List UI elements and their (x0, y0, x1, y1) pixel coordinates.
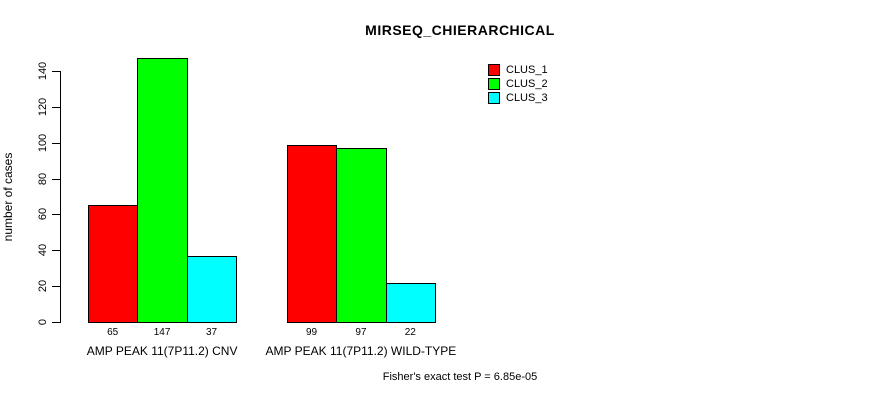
y-axis-tick (52, 214, 60, 216)
bar-value-label: 147 (153, 327, 171, 338)
bar-value-label: 65 (107, 327, 119, 338)
legend-row: CLUS_1 (488, 63, 548, 77)
y-axis-tick-label: 20 (37, 280, 49, 293)
legend-label: CLUS_2 (506, 78, 548, 90)
x-axis-category-label: AMP PEAK 11(7P11.2) WILD-TYPE (265, 344, 457, 358)
legend-label: CLUS_3 (506, 92, 548, 104)
legend-label: CLUS_1 (506, 64, 548, 76)
legend-swatch-clus_2 (488, 78, 500, 90)
y-axis-tick-label: 80 (37, 172, 49, 185)
bar-value-label: 99 (305, 327, 318, 338)
bar-value-label: 22 (404, 327, 416, 338)
y-axis-line (60, 71, 61, 323)
y-axis-tick (52, 106, 60, 108)
bar-clus_3-group2 (385, 282, 436, 323)
legend-row: CLUS_3 (488, 91, 548, 105)
bar-clus_1-group2 (286, 144, 338, 323)
legend: CLUS_1 CLUS_2 CLUS_3 (488, 63, 548, 105)
y-axis-tick (52, 322, 60, 323)
x-axis-category-label: AMP PEAK 11(7P11.2) CNV (86, 344, 238, 358)
bar-clus_2-group2 (336, 148, 387, 323)
y-axis-tick-label: 100 (37, 133, 49, 152)
bar-clus_1-group1 (88, 205, 139, 323)
bar-value-label: 97 (355, 327, 367, 338)
y-axis-tick (52, 71, 60, 72)
legend-swatch-clus_3 (488, 92, 500, 104)
y-axis-tick (52, 178, 60, 180)
y-axis-tick-label: 0 (37, 318, 49, 326)
y-axis-label: number of cases (1, 152, 15, 242)
y-axis-tick-label: 140 (37, 61, 49, 81)
bar-clus_2-group1 (137, 58, 188, 323)
bar-clus_3-group1 (186, 255, 238, 323)
y-axis-tick-label: 60 (37, 208, 49, 221)
y-axis-tick-label: 40 (37, 244, 49, 257)
chart-title: MIRSEQ_CHIERARCHICAL (365, 22, 555, 38)
y-axis-tick-label: 120 (37, 97, 49, 117)
y-axis-tick (52, 250, 60, 252)
legend-row: CLUS_2 (488, 77, 548, 91)
y-axis-tick (52, 286, 60, 288)
y-axis-tick (52, 142, 60, 144)
annotation-text: Fisher's exact test P = 6.85e-05 (382, 371, 538, 383)
legend-swatch-clus_1 (488, 64, 500, 76)
bar-value-label: 37 (205, 327, 218, 338)
